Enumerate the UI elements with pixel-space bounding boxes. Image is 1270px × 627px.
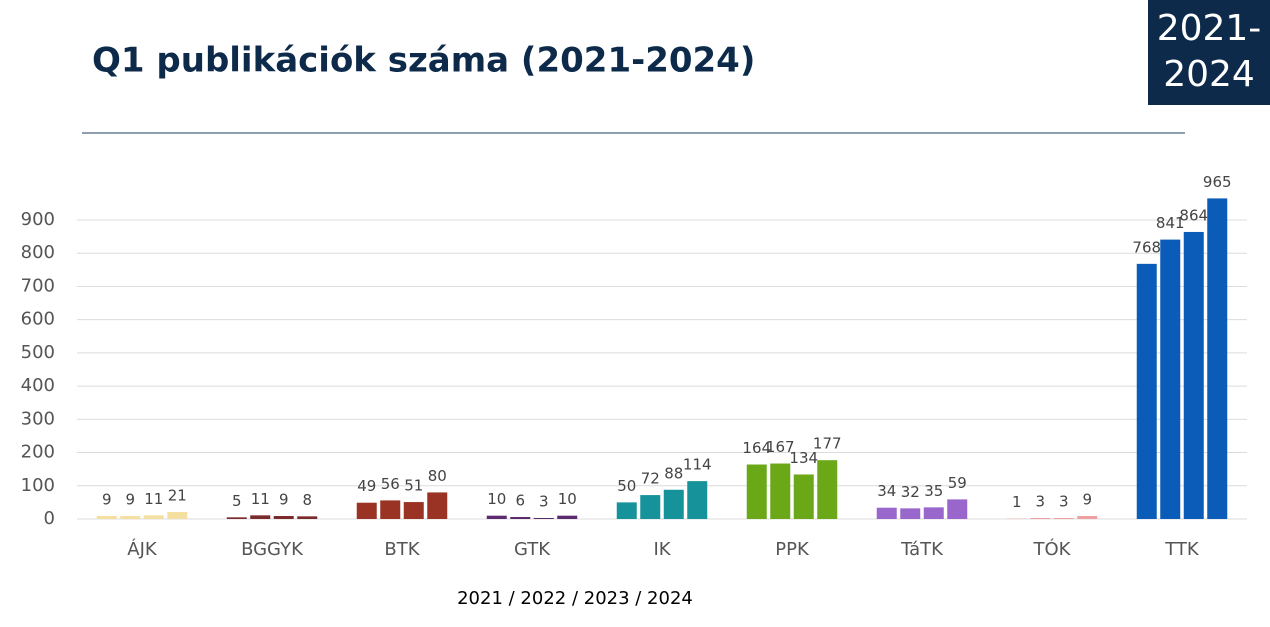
bar <box>143 515 164 519</box>
value-label: 5 <box>232 492 242 510</box>
bar <box>1207 198 1228 519</box>
value-label: 9 <box>279 491 289 509</box>
x-tick-label: IK <box>653 539 671 560</box>
y-tick-label: 800 <box>21 242 55 263</box>
value-label: 72 <box>641 470 660 488</box>
value-label: 864 <box>1179 206 1208 224</box>
value-label: 167 <box>766 438 795 456</box>
bar <box>486 515 507 519</box>
value-label: 1 <box>1012 493 1022 511</box>
value-label: 49 <box>357 477 376 495</box>
value-label: 9 <box>102 491 112 509</box>
x-tick-label: BTK <box>384 539 420 560</box>
bar <box>687 481 708 519</box>
x-tick-label: BGGYK <box>241 539 304 560</box>
bar <box>167 512 188 519</box>
bar <box>663 489 684 519</box>
bar <box>1077 516 1098 519</box>
bar <box>226 517 247 519</box>
bar <box>120 516 141 519</box>
y-tick-label: 500 <box>21 342 55 363</box>
value-label: 32 <box>901 483 920 501</box>
value-label: 88 <box>664 464 683 482</box>
x-tick-label: TáTK <box>900 539 944 560</box>
bar <box>510 517 531 519</box>
bar <box>557 515 578 519</box>
value-label: 34 <box>877 482 896 500</box>
y-tick-label: 700 <box>21 275 55 296</box>
value-label: 177 <box>813 435 842 453</box>
value-label: 50 <box>617 477 636 495</box>
y-tick-label: 0 <box>44 508 55 529</box>
value-label: 841 <box>1156 214 1185 232</box>
y-tick-label: 600 <box>21 309 55 330</box>
bar <box>900 508 921 519</box>
value-label: 6 <box>515 492 525 510</box>
bar <box>1030 518 1051 519</box>
value-label: 9 <box>1082 491 1092 509</box>
value-label: 134 <box>789 449 818 467</box>
x-tick-label: TÓK <box>1033 538 1072 560</box>
bar <box>1136 263 1157 519</box>
bar <box>1183 231 1204 519</box>
value-label: 11 <box>144 490 163 508</box>
bar <box>876 507 897 519</box>
value-label: 10 <box>487 490 506 508</box>
bar <box>947 499 968 519</box>
badge-text: 2024 <box>1163 54 1255 95</box>
value-label: 768 <box>1132 238 1161 256</box>
bar <box>297 516 318 519</box>
value-label: 965 <box>1203 173 1232 191</box>
value-label: 11 <box>251 490 270 508</box>
value-label: 3 <box>1059 493 1069 511</box>
bar <box>250 515 271 519</box>
value-label: 9 <box>125 491 135 509</box>
value-label: 21 <box>168 487 187 505</box>
x-tick-label: TTK <box>1164 539 1200 560</box>
value-label: 51 <box>404 477 423 495</box>
x-tick-label: PPK <box>775 539 810 560</box>
value-label: 10 <box>558 490 577 508</box>
y-tick-label: 300 <box>21 408 55 429</box>
bar <box>427 492 448 519</box>
value-label: 114 <box>683 456 712 474</box>
title: Q1 publikációk száma (2021-2024) <box>92 41 755 81</box>
bar <box>1160 239 1181 519</box>
bar <box>923 507 944 519</box>
value-label: 35 <box>924 482 943 500</box>
y-tick-label: 200 <box>21 442 55 463</box>
x-tick-label: GTK <box>514 539 551 560</box>
bar <box>817 460 838 519</box>
bar <box>793 474 814 519</box>
y-tick-label: 100 <box>21 475 55 496</box>
y-tick-label: 400 <box>21 375 55 396</box>
bar <box>1053 518 1074 519</box>
value-label: 80 <box>428 467 447 485</box>
value-label: 56 <box>381 475 400 493</box>
bar <box>380 500 401 519</box>
x-label: 2021 / 2022 / 2023 / 2024 <box>457 588 693 609</box>
value-label: 8 <box>302 491 312 509</box>
y-tick-label: 900 <box>21 209 55 230</box>
x-tick-label: ÁJK <box>127 538 158 560</box>
bar <box>356 502 377 519</box>
bar <box>616 502 637 519</box>
bar <box>746 464 767 519</box>
bar <box>770 463 791 519</box>
badge-text: 2021- <box>1157 8 1262 49</box>
value-label: 59 <box>948 474 967 492</box>
bar <box>640 495 661 519</box>
value-label: 3 <box>539 493 549 511</box>
value-label: 3 <box>1035 493 1045 511</box>
bar <box>403 502 424 519</box>
bar <box>273 516 294 519</box>
bar <box>533 518 554 519</box>
bar <box>96 516 117 519</box>
value-label: 164 <box>742 439 771 457</box>
badge <box>1148 0 1270 105</box>
